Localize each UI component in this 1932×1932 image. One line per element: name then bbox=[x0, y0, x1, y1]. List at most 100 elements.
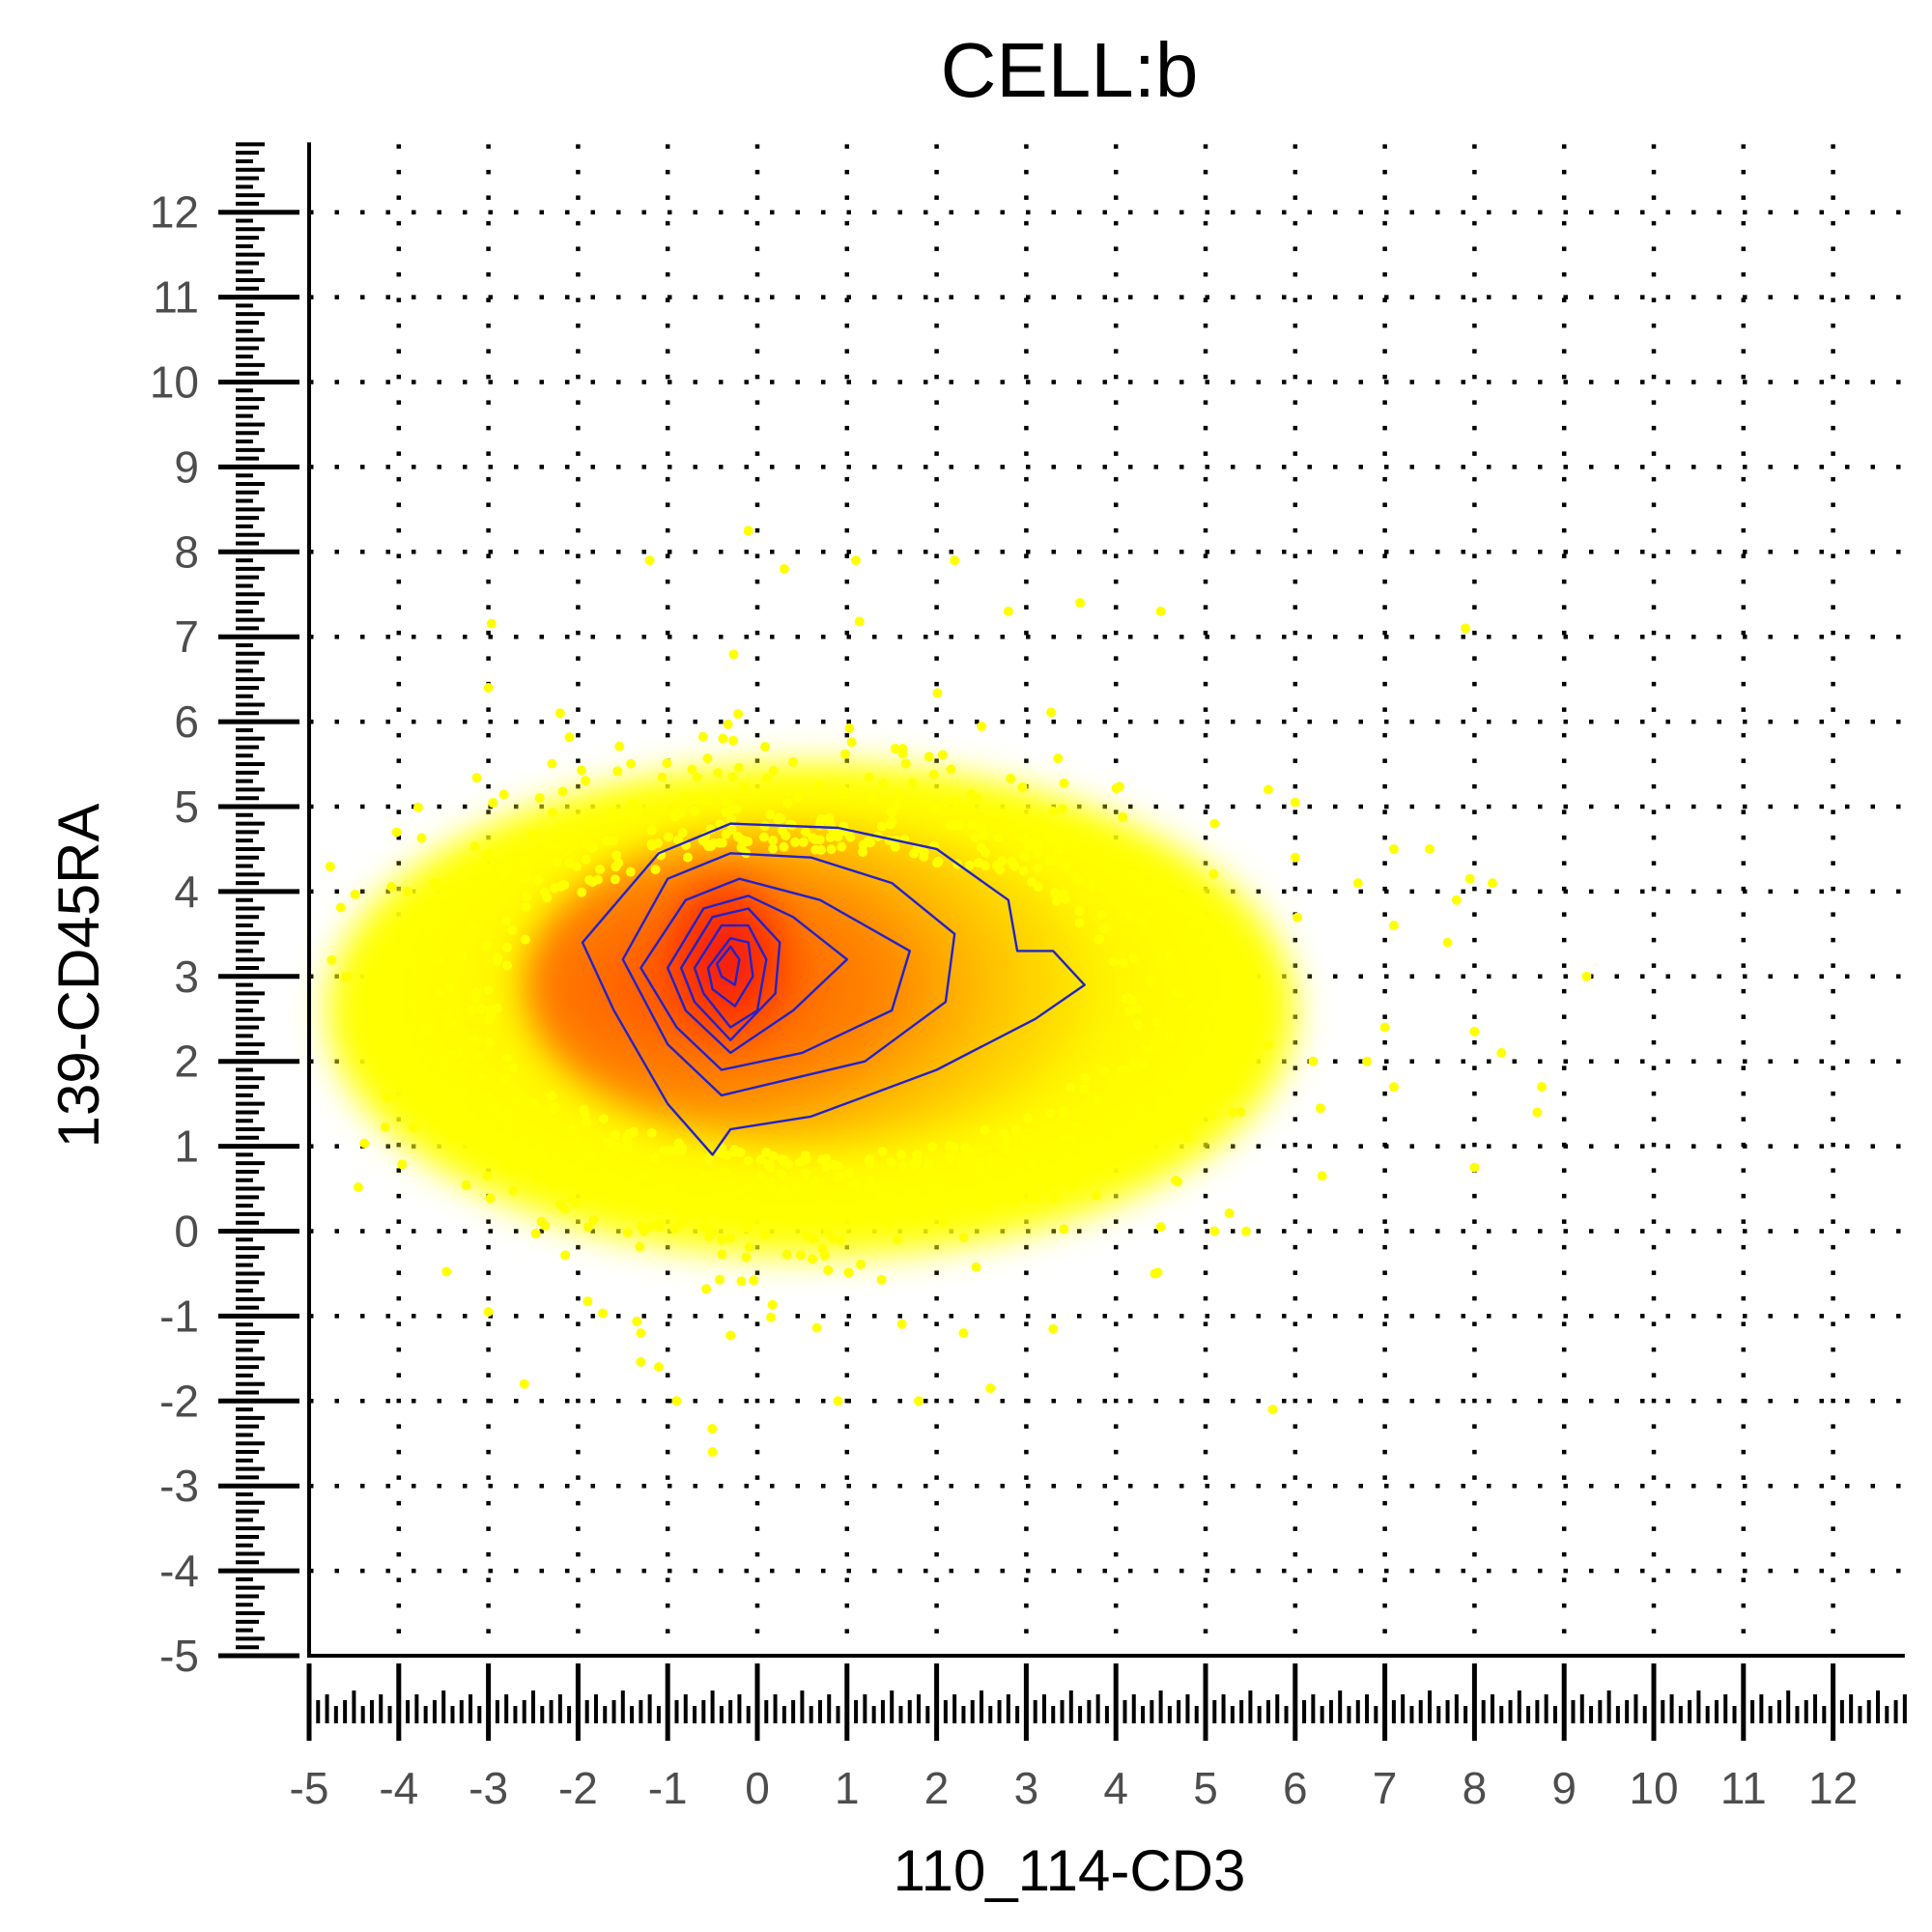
data-point bbox=[620, 1177, 631, 1187]
data-point bbox=[483, 984, 494, 995]
data-point bbox=[473, 864, 484, 874]
y-tick-label: 9 bbox=[174, 441, 199, 492]
data-point bbox=[995, 865, 1006, 875]
x-tick-label: 7 bbox=[1373, 1763, 1398, 1813]
data-point bbox=[713, 768, 724, 779]
data-point bbox=[764, 1177, 775, 1187]
data-point bbox=[1532, 1107, 1543, 1118]
data-point bbox=[1131, 1004, 1142, 1014]
data-point bbox=[646, 1221, 657, 1232]
data-point bbox=[884, 1219, 895, 1230]
data-point bbox=[1059, 1224, 1069, 1235]
data-point bbox=[476, 1004, 487, 1014]
data-point bbox=[744, 1241, 754, 1252]
data-point bbox=[729, 1147, 740, 1157]
data-point bbox=[1290, 797, 1300, 808]
data-point bbox=[1059, 1109, 1069, 1120]
data-point bbox=[1099, 923, 1110, 934]
data-point bbox=[540, 1220, 551, 1231]
data-point bbox=[412, 963, 422, 974]
data-point bbox=[1057, 804, 1067, 814]
data-point bbox=[736, 1187, 747, 1198]
data-point bbox=[1080, 1072, 1091, 1083]
x-tick-label: 10 bbox=[1629, 1763, 1678, 1813]
data-point bbox=[761, 773, 772, 783]
x-tick-label: 9 bbox=[1551, 1763, 1577, 1813]
data-point bbox=[676, 1217, 687, 1228]
data-point bbox=[907, 778, 918, 788]
data-point bbox=[801, 1168, 811, 1179]
data-point bbox=[669, 1224, 680, 1235]
data-point bbox=[975, 823, 985, 834]
data-point bbox=[1202, 1024, 1212, 1035]
data-point bbox=[456, 952, 467, 962]
y-tick-label: -3 bbox=[159, 1461, 199, 1511]
data-point bbox=[743, 526, 753, 536]
data-point bbox=[703, 841, 714, 852]
data-point bbox=[571, 861, 582, 871]
data-point bbox=[1128, 883, 1139, 894]
data-point bbox=[397, 1159, 408, 1170]
data-point bbox=[701, 1284, 712, 1294]
data-point bbox=[844, 1168, 855, 1179]
data-point bbox=[1308, 1056, 1319, 1066]
data-point bbox=[1155, 606, 1166, 616]
data-point bbox=[566, 1193, 577, 1204]
scatter-points bbox=[325, 526, 1592, 1458]
data-point bbox=[507, 924, 518, 935]
x-tick-label: 1 bbox=[835, 1763, 860, 1813]
data-point bbox=[470, 987, 481, 998]
data-point bbox=[597, 1308, 608, 1319]
data-point bbox=[890, 743, 900, 753]
data-point bbox=[967, 819, 978, 830]
data-point bbox=[559, 1204, 570, 1214]
data-point bbox=[717, 1235, 727, 1245]
data-point bbox=[912, 1150, 923, 1160]
data-point bbox=[340, 972, 351, 982]
data-point bbox=[576, 765, 586, 776]
data-point bbox=[1223, 1074, 1234, 1085]
data-point bbox=[602, 836, 612, 846]
data-point bbox=[877, 1147, 888, 1157]
data-point bbox=[412, 802, 423, 812]
data-point bbox=[801, 1154, 811, 1165]
data-point bbox=[1109, 1144, 1120, 1154]
data-point bbox=[577, 887, 587, 897]
data-point bbox=[839, 749, 850, 759]
data-point bbox=[325, 861, 335, 871]
data-point bbox=[811, 1322, 822, 1333]
data-point bbox=[588, 1214, 599, 1225]
data-point bbox=[768, 835, 779, 845]
data-point bbox=[907, 1189, 918, 1200]
data-point bbox=[1149, 1042, 1159, 1053]
data-point bbox=[985, 1383, 996, 1394]
data-point bbox=[673, 1138, 684, 1149]
data-point bbox=[598, 1114, 609, 1124]
data-point bbox=[876, 821, 887, 832]
data-point bbox=[792, 792, 803, 803]
data-point bbox=[588, 1151, 599, 1161]
density-cloud bbox=[327, 764, 1295, 1257]
data-point bbox=[1006, 773, 1016, 783]
data-point bbox=[1155, 1222, 1166, 1233]
data-point bbox=[809, 1234, 819, 1244]
data-point bbox=[582, 1117, 592, 1127]
data-point bbox=[743, 1155, 753, 1166]
data-point bbox=[508, 1185, 519, 1196]
data-point bbox=[502, 1053, 513, 1064]
data-point bbox=[612, 766, 623, 777]
data-point bbox=[718, 733, 728, 744]
data-point bbox=[429, 999, 440, 1009]
data-point bbox=[446, 1133, 457, 1144]
data-point bbox=[939, 1217, 950, 1228]
data-point bbox=[728, 735, 739, 746]
data-point bbox=[777, 1169, 787, 1179]
data-point bbox=[1074, 906, 1085, 917]
x-tick-label: -3 bbox=[469, 1763, 508, 1813]
data-point bbox=[547, 1091, 557, 1101]
data-point bbox=[691, 794, 701, 805]
data-point bbox=[1108, 956, 1119, 967]
data-point bbox=[682, 852, 693, 863]
data-point bbox=[623, 1128, 634, 1139]
chart-title: CELL:b bbox=[941, 27, 1199, 113]
